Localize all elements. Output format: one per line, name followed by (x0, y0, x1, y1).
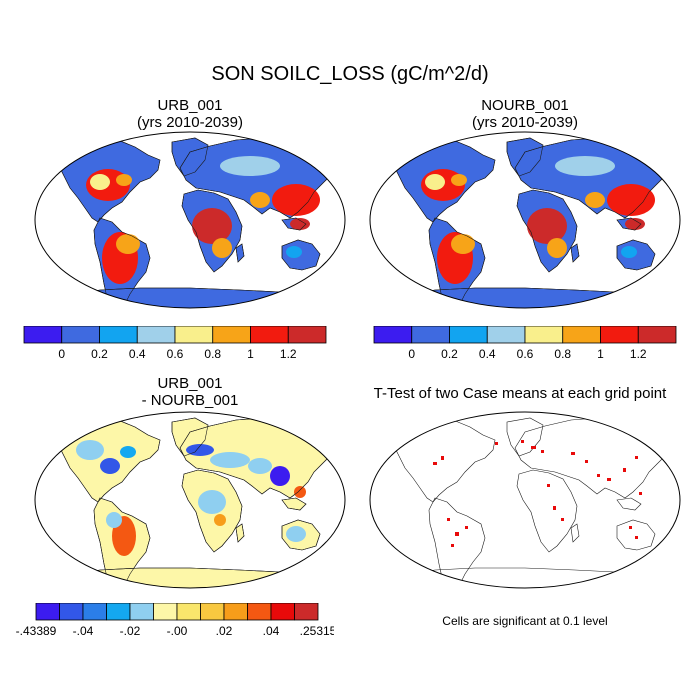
colorbar-label: 1 (597, 347, 604, 361)
panel-1-title-line1: URB_001 (157, 97, 223, 114)
colorbar-label: 0.8 (204, 347, 221, 361)
colorbar-label: -.04 (73, 624, 94, 638)
map-nourb (369, 131, 681, 309)
colorbar-swatch (99, 326, 138, 344)
main-title: SON SOILC_LOSS (gC/m^2/d) (211, 63, 489, 85)
colorbar-swatch (270, 603, 295, 621)
panel-3-title-line2: - NOURB_001 (141, 392, 239, 409)
colorbar-label: -.02 (120, 624, 141, 638)
colorbar-swatch (35, 603, 60, 621)
colorbar-label: 0.2 (441, 347, 458, 361)
colorbar-swatch (59, 603, 84, 621)
panel-1-title: URB_001 (yrs 2010-2039) (40, 97, 340, 131)
panel-2-title: NOURB_001 (yrs 2010-2039) (375, 97, 675, 131)
colorbar-swatch (23, 326, 63, 344)
colorbar-swatch (82, 603, 107, 621)
colorbar-difference: -.43389 -.04 -.02 -.00 .02 .04 .25315 (16, 603, 334, 638)
colorbar-swatch (212, 326, 251, 344)
colorbar-swatch (449, 326, 488, 344)
colorbar-swatch (247, 603, 272, 621)
colorbar-label: 0.6 (517, 347, 534, 361)
colorbar-label: 0 (58, 347, 65, 361)
panel-2-title-line2: (yrs 2010-2039) (472, 114, 578, 131)
colorbar-label: .02 (216, 624, 233, 638)
colorbar-swatch (153, 603, 178, 621)
colorbar-urb: 0 0.2 0.4 0.6 0.8 1 1.2 (23, 326, 327, 361)
colorbar-label: .25315 (300, 624, 334, 638)
high-loss-regions (86, 156, 320, 284)
significant-cells (433, 440, 642, 547)
colorbar-swatch (174, 326, 214, 344)
map-difference (34, 411, 346, 589)
colorbar-swatch (287, 326, 327, 344)
colorbar-label: 0 (408, 347, 415, 361)
significance-note: Cells are significant at 0.1 level (442, 614, 608, 628)
colorbar-swatch (129, 603, 154, 621)
panel-3-title-line1: URB_001 (157, 375, 223, 392)
colorbar-swatch (600, 326, 639, 344)
colorbar-swatch (524, 326, 564, 344)
difference-patches (76, 440, 306, 556)
colorbar-label: .04 (263, 624, 280, 638)
colorbar-nourb: 0 0.2 0.4 0.6 0.8 1 1.2 (373, 326, 677, 361)
colorbar-swatch (250, 326, 289, 344)
colorbar-label: 0.4 (129, 347, 146, 361)
colorbar-swatch (61, 326, 100, 344)
colorbar-swatch (411, 326, 450, 344)
colorbar-swatch (373, 326, 413, 344)
colorbar-swatch (200, 603, 225, 621)
colorbar-label: 0.4 (479, 347, 496, 361)
colorbar-swatch (176, 603, 201, 621)
map-ttest (369, 411, 681, 589)
colorbar-label: 1.2 (630, 347, 647, 361)
colorbar-label: 0.2 (91, 347, 108, 361)
colorbar-label: 1 (247, 347, 254, 361)
colorbar-swatch (562, 326, 601, 344)
colorbar-label: 0.6 (167, 347, 184, 361)
colorbar-swatch (223, 603, 248, 621)
panel-1-title-line2: (yrs 2010-2039) (137, 114, 243, 131)
colorbar-label: 1.2 (280, 347, 297, 361)
colorbar-label: 0.8 (554, 347, 571, 361)
colorbar-swatch (136, 326, 176, 344)
panel-4-title-line1: T-Test of two Case means at each grid po… (373, 385, 667, 402)
colorbar-swatch (637, 326, 677, 344)
colorbar-swatch (294, 603, 319, 621)
panel-2-title-line1: NOURB_001 (481, 97, 569, 114)
colorbar-label: -.43389 (16, 624, 57, 638)
panel-3-title: URB_001 - NOURB_001 (40, 375, 340, 409)
panel-4-title: T-Test of two Case means at each grid po… (345, 385, 695, 402)
high-loss-regions (421, 156, 655, 284)
colorbar-swatch (106, 603, 131, 621)
colorbar-swatch (486, 326, 526, 344)
map-urb (34, 131, 346, 309)
colorbar-label: -.00 (167, 624, 188, 638)
